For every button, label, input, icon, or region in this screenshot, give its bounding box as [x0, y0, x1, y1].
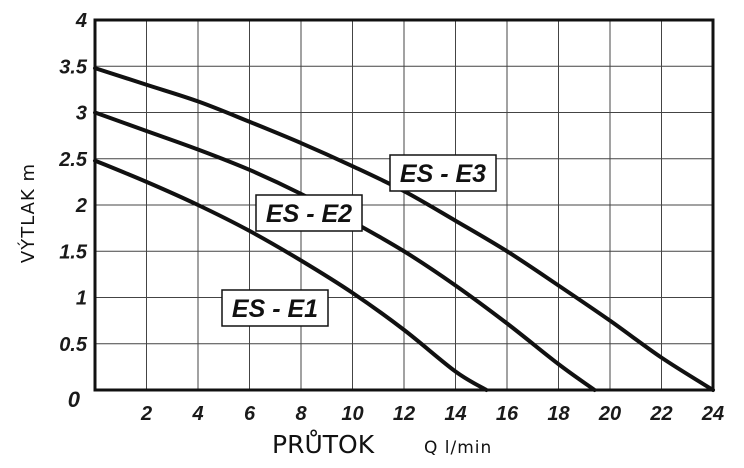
y-tick-label: 1: [76, 288, 87, 310]
x-tick-label: 24: [701, 403, 724, 425]
y-tick-label: 3: [76, 103, 87, 125]
plot-frame: [93, 18, 715, 392]
y-tick-labels: 0 0.5 1 1.5 2 2.5 3 3.5 4: [58, 10, 88, 412]
x-tick-label: 10: [341, 403, 363, 425]
series-label-3: ES - E3: [389, 154, 497, 192]
x-tick-label: 22: [649, 403, 672, 425]
series-label-1: ES - E1: [221, 289, 329, 327]
series-label-box: [389, 154, 497, 192]
series-label-text: ES - E2: [266, 200, 352, 228]
series-label-2: ES - E2: [255, 194, 363, 232]
series-label-text: ES - E3: [400, 160, 486, 188]
x-tick-label: 8: [295, 403, 307, 425]
x-tick-label: 6: [244, 403, 256, 425]
series-label-box: [255, 194, 363, 232]
y-tick-label: 0.5: [59, 334, 88, 356]
series-labels: ES - E1 ES - E2 ES - E3: [221, 154, 497, 327]
series-label-box: [221, 289, 329, 327]
y-tick-label: 4: [75, 10, 87, 32]
x-axis-label: PRŮTOK: [272, 429, 375, 459]
series-label-text: ES - E1: [232, 295, 318, 323]
x-tick-label: 14: [444, 403, 466, 425]
x-tick-label: 18: [547, 403, 570, 425]
grid-lines: [95, 20, 713, 390]
x-tick-label: 12: [393, 403, 415, 425]
y-tick-label: 1.5: [59, 241, 88, 263]
x-tick-label: 2: [140, 403, 152, 425]
x-tick-label: 16: [496, 403, 519, 425]
y-tick-label: 3.5: [59, 56, 88, 78]
x-axis-unit: Q l/min: [424, 438, 492, 458]
x-tick-labels: 2 4 6 8 10 12 14 16 18 20 22 24: [140, 403, 724, 425]
curve-series-1: [93, 158, 489, 392]
y-tick-label: 2: [75, 195, 87, 217]
y-axis-label: VÝTLAK m: [17, 163, 39, 263]
y-tick-label: 2.5: [58, 149, 88, 171]
x-tick-label: 4: [191, 403, 203, 425]
y-tick-label: 0: [68, 387, 81, 412]
x-tick-label: 20: [598, 403, 621, 425]
